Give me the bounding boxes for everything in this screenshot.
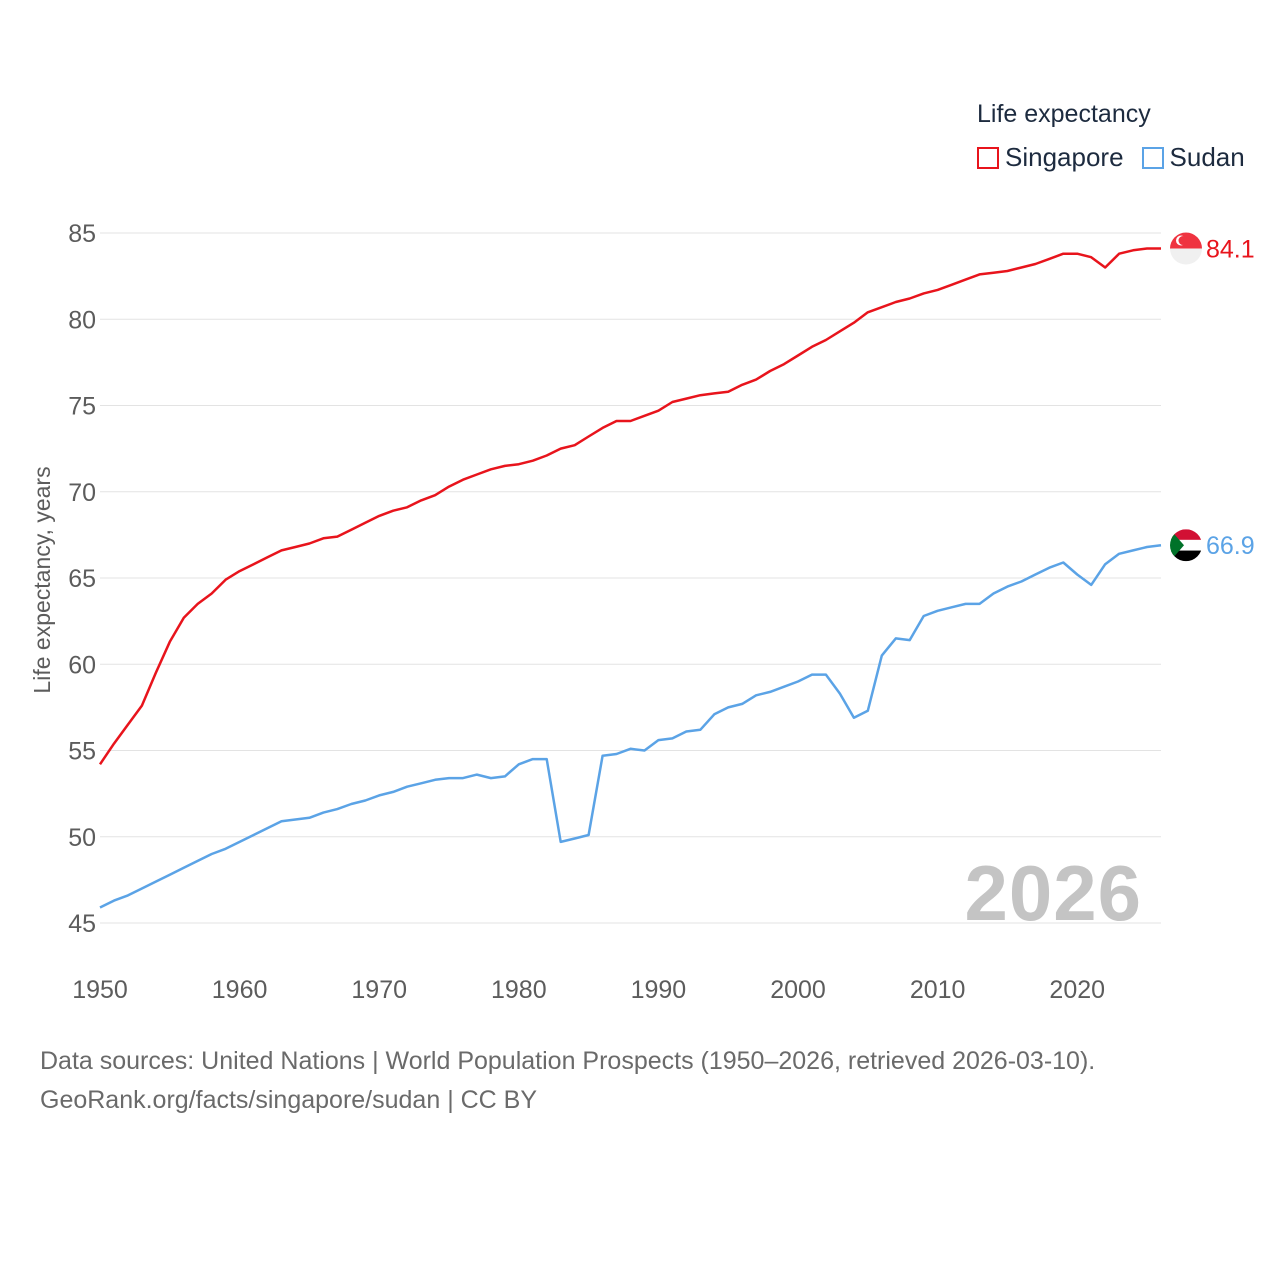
y-tick-label: 65 — [68, 565, 96, 593]
x-tick-label: 1950 — [72, 976, 128, 1004]
year-watermark: 2026 — [964, 849, 1142, 937]
data-source-note: Data sources: United Nations | World Pop… — [40, 1042, 1095, 1120]
sudan-flag-icon — [1170, 529, 1202, 562]
x-tick-label: 1980 — [491, 976, 547, 1004]
legend-swatch-sudan — [1141, 146, 1164, 169]
legend-label-singapore: Singapore — [1005, 142, 1124, 172]
legend: Singapore Sudan — [977, 142, 1263, 173]
legend-label-sudan: Sudan — [1169, 142, 1245, 172]
y-tick-label: 60 — [68, 651, 96, 679]
series-line-sudan — [99, 543, 1162, 909]
x-tick-label: 1990 — [631, 976, 687, 1004]
legend-title: Life expectancy — [977, 100, 1151, 128]
x-tick-label: 2000 — [770, 976, 826, 1004]
end-labels: 84.1 66.9 — [1170, 232, 1255, 562]
legend-item-singapore[interactable]: Singapore — [977, 142, 1124, 173]
series-line-singapore — [98, 247, 1161, 766]
source-line-2[interactable]: GeoRank.org/facts/singapore/sudan | CC B… — [40, 1086, 538, 1114]
source-line-1: Data sources: United Nations | World Pop… — [40, 1047, 1096, 1075]
x-tick-label: 2010 — [910, 976, 966, 1004]
y-tick-label: 75 — [68, 393, 96, 421]
y-tick-label: 45 — [68, 910, 96, 938]
legend-item-sudan[interactable]: Sudan — [1141, 142, 1245, 173]
end-value-label-sudan: 66.9 — [1206, 532, 1255, 560]
series-lines — [98, 247, 1162, 909]
y-tick-labels: 45 50 55 60 65 70 75 80 85 — [68, 220, 96, 938]
x-tick-label: 2020 — [1049, 976, 1105, 1004]
y-tick-label: 80 — [68, 306, 96, 334]
legend-swatch-singapore — [977, 146, 999, 169]
y-tick-label: 55 — [68, 738, 96, 766]
singapore-flag-icon — [1170, 232, 1202, 265]
y-tick-label: 50 — [68, 824, 96, 852]
y-tick-label: 70 — [68, 479, 96, 507]
end-value-label-singapore: 84.1 — [1206, 236, 1255, 264]
y-tick-label: 85 — [68, 220, 96, 248]
x-tick-label: 1970 — [351, 976, 407, 1004]
x-tick-label: 1960 — [212, 976, 268, 1004]
gridlines — [100, 232, 1161, 924]
y-axis-label: Life expectancy, years — [29, 466, 55, 693]
x-tick-labels: 1950 1960 1970 1980 1990 2000 2010 2020 — [72, 976, 1105, 1004]
